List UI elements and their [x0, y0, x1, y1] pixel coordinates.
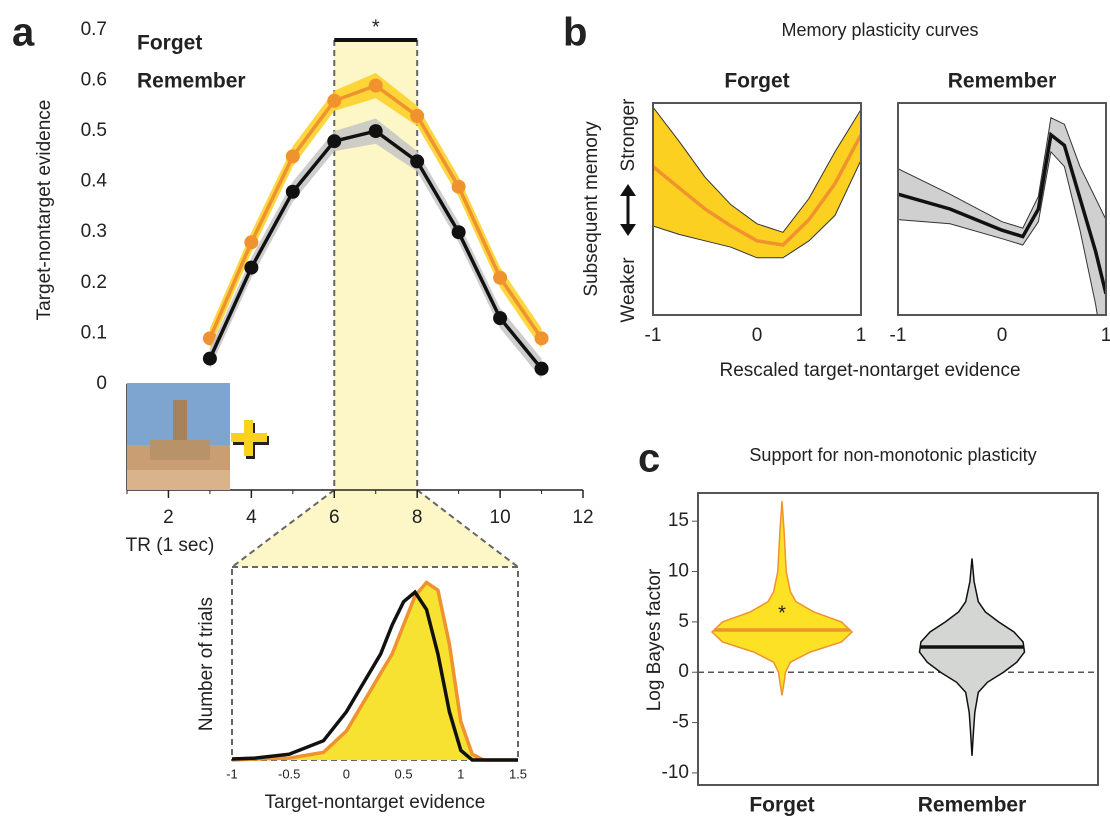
x-tick-label: 1	[856, 325, 867, 346]
x-tick-label: 0.5	[395, 766, 413, 781]
panel-letter: c	[638, 437, 660, 481]
facet-title: Forget	[724, 70, 789, 93]
panel-letter: a	[12, 11, 35, 55]
data-point	[244, 261, 258, 275]
x-tick-label: -1	[645, 325, 662, 346]
zoom-connector	[232, 490, 518, 567]
y-tick-label: 0.4	[81, 171, 108, 192]
y-axis-title: Number of trials	[196, 597, 217, 731]
facet-title: Remember	[948, 70, 1057, 93]
fixation-cross	[231, 420, 269, 459]
x-tick-label: 10	[490, 507, 511, 528]
x-tick-label: 1	[457, 766, 464, 781]
page: *00.10.20.30.40.50.60.724681012ForgetRem…	[0, 0, 1110, 821]
y-axis-high: Stronger	[618, 98, 639, 172]
figure: *00.10.20.30.40.50.60.724681012ForgetRem…	[0, 0, 1110, 821]
arrow-head	[620, 224, 636, 236]
updown-arrow	[620, 184, 636, 236]
category-label: Forget	[749, 794, 814, 817]
significance-star: *	[778, 602, 786, 624]
x-tick-label: -1	[890, 325, 907, 346]
y-tick-label: 10	[668, 561, 689, 582]
y-axis-low: Weaker	[618, 257, 639, 323]
x-tick-label: -1	[226, 766, 238, 781]
y-tick-label: 0.1	[81, 322, 107, 343]
y-tick-label: -5	[672, 712, 689, 733]
data-point	[327, 134, 341, 148]
x-tick-label: 4	[246, 507, 257, 528]
x-tick-label: 6	[329, 507, 340, 528]
data-point	[244, 235, 258, 249]
cross	[244, 420, 253, 456]
x-tick-label: 12	[572, 507, 593, 528]
data-point	[369, 79, 383, 93]
x-axis-title: TR (1 sec)	[126, 535, 215, 556]
x-tick-label: 1.5	[509, 766, 527, 781]
chart-title: Support for non-monotonic plasticity	[749, 445, 1036, 465]
data-point	[452, 225, 466, 239]
data-point	[535, 331, 549, 345]
x-tick-label: 8	[412, 507, 423, 528]
x-tick-label: 0	[752, 325, 763, 346]
y-tick-label: 0.7	[81, 19, 107, 40]
data-point	[452, 180, 466, 194]
data-point	[286, 149, 300, 163]
data-point	[369, 124, 383, 138]
x-tick-label: 1	[1101, 325, 1110, 346]
y-axis-title: Log Bayes factor	[644, 568, 665, 711]
data-point	[203, 352, 217, 366]
y-tick-label: 0.3	[81, 221, 107, 242]
panel-letter: b	[563, 11, 587, 55]
data-point	[410, 154, 424, 168]
palace	[150, 440, 210, 460]
roofs	[127, 470, 230, 490]
y-tick-label: 0.6	[81, 70, 107, 91]
legend-label: Remember	[137, 70, 246, 93]
data-point	[327, 94, 341, 108]
x-tick-label: 0	[997, 325, 1008, 346]
data-point	[493, 271, 507, 285]
x-axis-title: Target-nontarget evidence	[265, 792, 486, 813]
x-tick-label: -0.5	[278, 766, 300, 781]
data-point	[286, 185, 300, 199]
significance-star: *	[372, 16, 380, 38]
legend-label: Forget	[137, 32, 202, 55]
y-tick-label: -10	[662, 762, 689, 783]
y-axis-title: Target-nontarget evidence	[34, 100, 55, 321]
y-tick-label: 0	[678, 661, 689, 682]
x-tick-label: 0	[343, 766, 350, 781]
data-point	[410, 109, 424, 123]
y-tick-label: 0	[96, 373, 107, 394]
data-point	[535, 362, 549, 376]
y-tick-label: 0.5	[81, 120, 107, 141]
chart-title: Memory plasticity curves	[781, 20, 978, 40]
y-tick-label: 5	[678, 611, 689, 632]
y-tick-label: 15	[668, 510, 689, 531]
error-band	[653, 107, 861, 258]
data-point	[493, 311, 507, 325]
x-tick-label: 2	[163, 507, 174, 528]
y-tick-label: 0.2	[81, 272, 107, 293]
category-label: Remember	[918, 794, 1027, 817]
stimulus-thumbnail	[127, 383, 230, 490]
x-axis-title: Rescaled target-nontarget evidence	[719, 360, 1020, 381]
arrow-head	[620, 184, 636, 196]
y-axis-title: Subsequent memory	[581, 121, 602, 297]
